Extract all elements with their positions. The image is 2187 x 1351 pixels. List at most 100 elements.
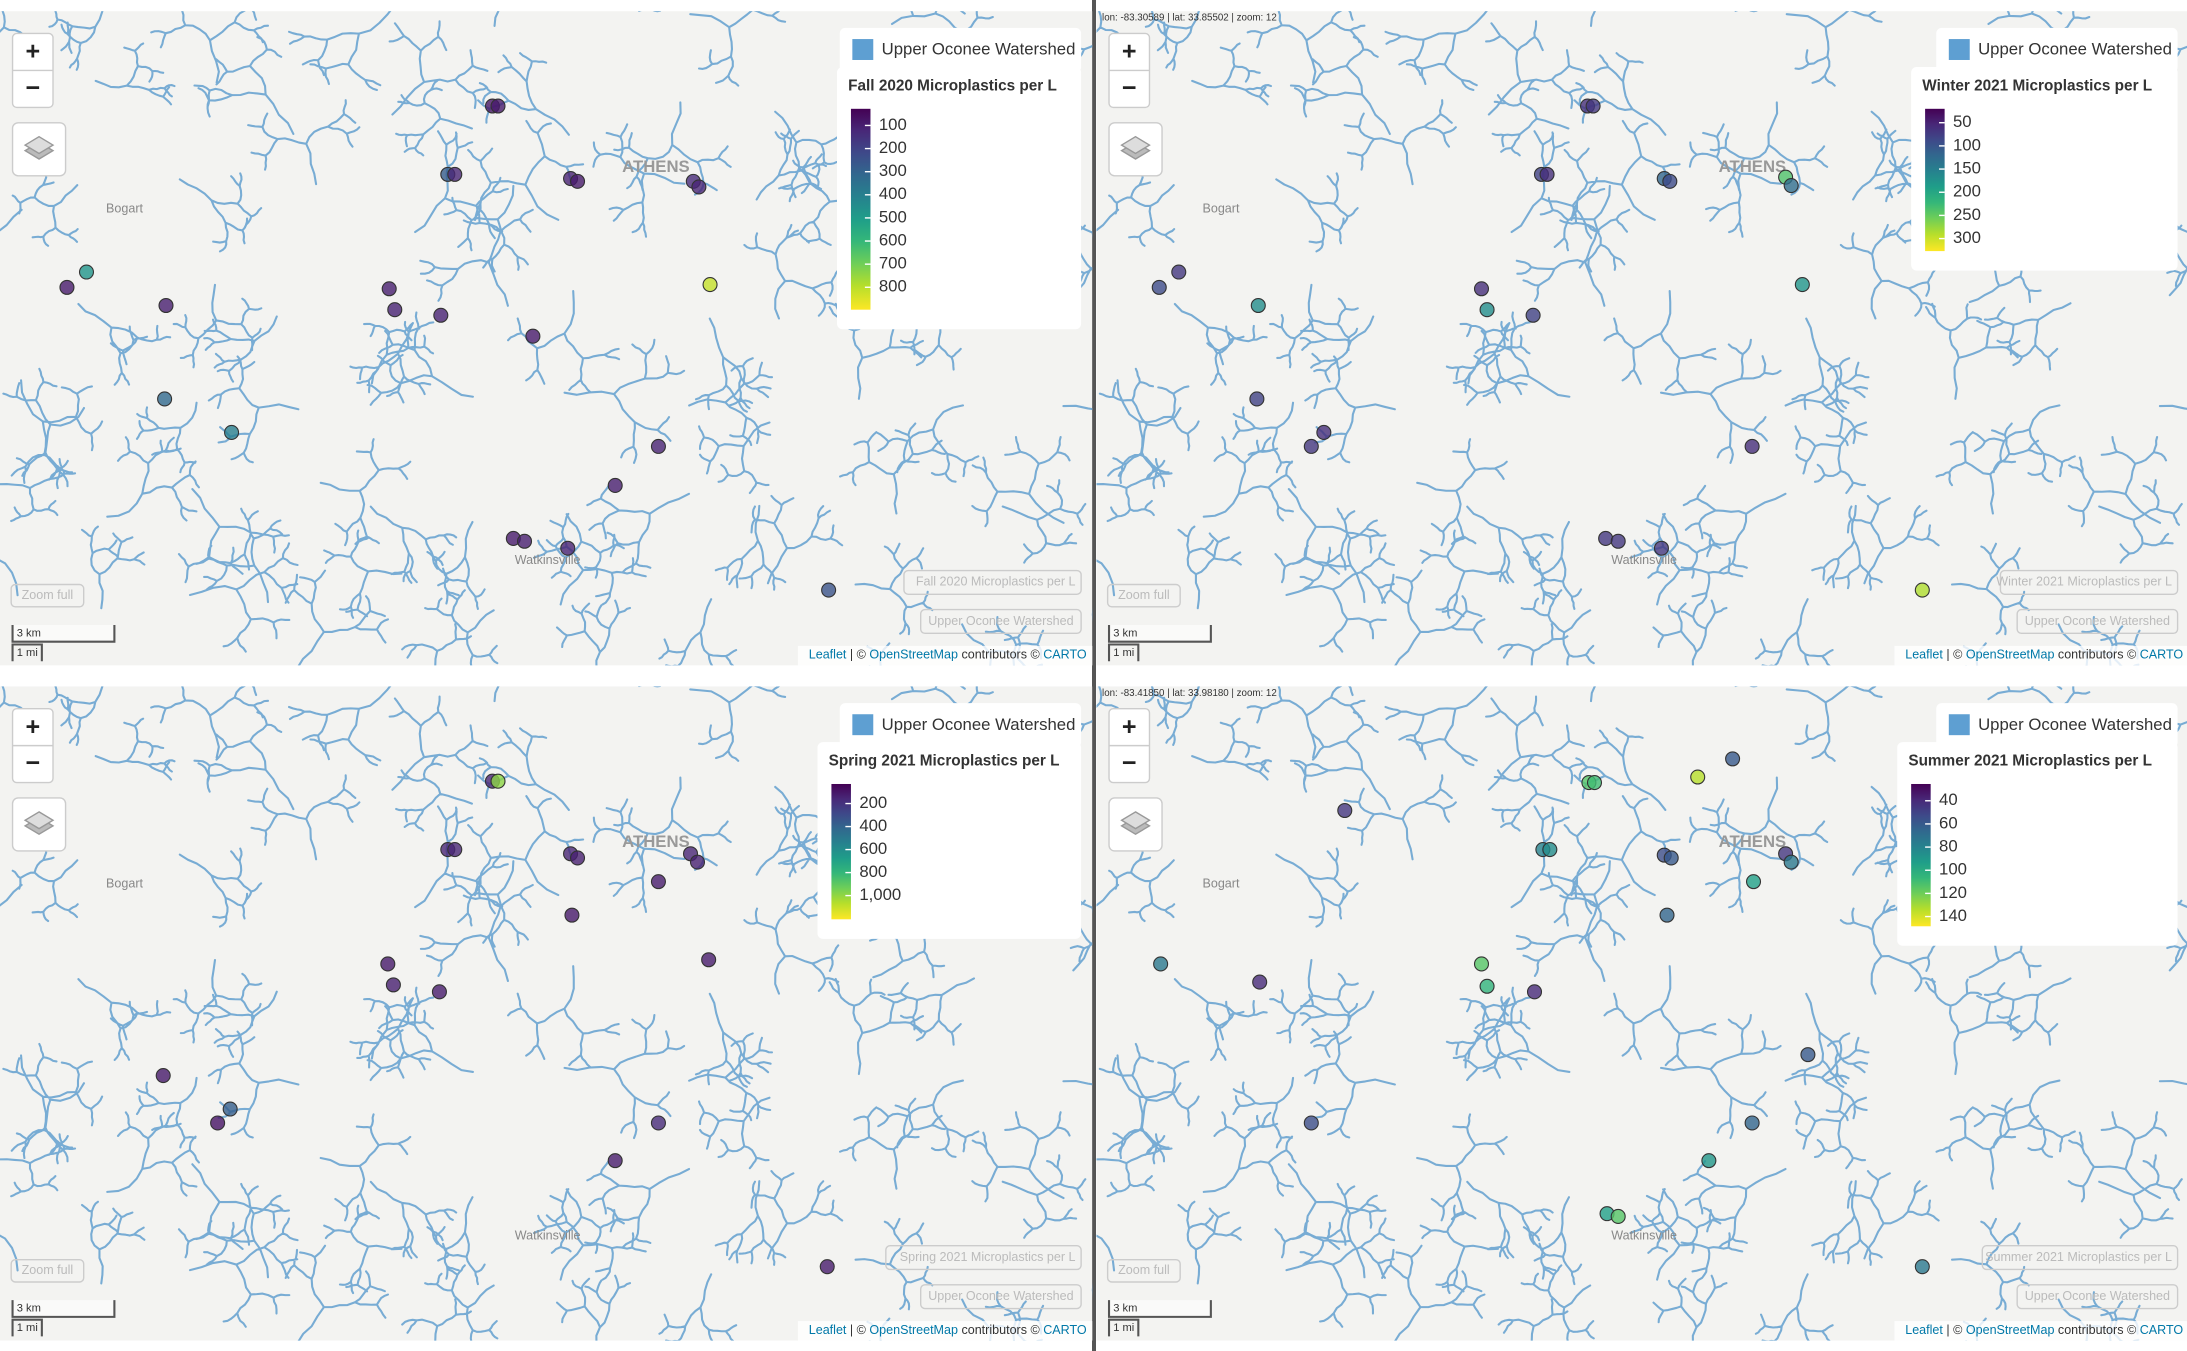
sample-point[interactable] <box>1662 173 1678 189</box>
attribution-link[interactable]: Leaflet <box>1905 1323 1943 1337</box>
sample-point[interactable] <box>158 297 174 314</box>
zoom-full-button[interactable] <box>1106 583 1181 608</box>
sample-point[interactable] <box>1701 1153 1717 1169</box>
sample-point[interactable] <box>1800 1047 1816 1063</box>
sample-point[interactable] <box>1783 854 1799 870</box>
sample-point[interactable] <box>1914 1259 1930 1275</box>
sample-point[interactable] <box>689 854 706 870</box>
sample-point[interactable] <box>1610 533 1626 549</box>
sample-point[interactable] <box>1473 281 1490 297</box>
sample-point[interactable] <box>1745 874 1762 890</box>
sample-point[interactable] <box>1479 302 1495 318</box>
attribution-link[interactable]: CARTO <box>2140 648 2184 662</box>
sample-point[interactable] <box>490 773 506 789</box>
sample-point[interactable] <box>691 179 707 195</box>
sample-point[interactable] <box>525 328 541 344</box>
sample-point[interactable] <box>157 391 173 407</box>
sample-point[interactable] <box>650 438 666 454</box>
zoom-out-button[interactable]: − <box>25 74 40 102</box>
sample-point[interactable] <box>1783 178 1799 194</box>
attribution-link[interactable]: CARTO <box>1043 1323 1087 1337</box>
sample-point[interactable] <box>1303 1115 1319 1131</box>
sample-point[interactable] <box>819 1259 835 1275</box>
sample-point[interactable] <box>1653 540 1669 556</box>
layer-toggle[interactable] <box>2016 608 2179 635</box>
attribution-link[interactable]: OpenStreetMap <box>1966 1323 2055 1337</box>
sample-point[interactable] <box>1153 956 1169 972</box>
attribution-link[interactable]: Leaflet <box>809 1323 847 1337</box>
layer-toggle[interactable] <box>2016 1284 2179 1310</box>
sample-point[interactable] <box>1249 391 1265 407</box>
sample-point[interactable] <box>1303 438 1319 454</box>
layer-toggle[interactable] <box>1981 1245 2179 1271</box>
attribution-link[interactable]: Leaflet <box>809 648 847 662</box>
sample-point[interactable] <box>59 279 75 295</box>
sample-point[interactable] <box>1151 279 1167 295</box>
sample-point[interactable] <box>1316 424 1332 440</box>
layer-toggle[interactable] <box>920 1284 1082 1310</box>
sample-point[interactable] <box>1539 166 1555 182</box>
sample-point[interactable] <box>1479 978 1495 994</box>
zoom-in-button[interactable]: + <box>25 38 40 66</box>
sample-point[interactable] <box>1690 769 1706 785</box>
sample-point[interactable] <box>564 907 580 923</box>
attribution-link[interactable]: CARTO <box>2140 1323 2184 1337</box>
attribution-link[interactable]: OpenStreetMap <box>1966 648 2055 662</box>
zoom-out-button[interactable]: − <box>25 749 40 777</box>
attribution-link[interactable]: Leaflet <box>1905 648 1943 662</box>
sample-point[interactable] <box>560 540 576 556</box>
sample-point[interactable] <box>1525 307 1541 323</box>
sample-point[interactable] <box>1598 530 1614 547</box>
sample-point[interactable] <box>702 277 718 293</box>
sample-point[interactable] <box>1744 438 1760 454</box>
sample-point[interactable] <box>210 1115 226 1131</box>
sample-point[interactable] <box>1473 956 1490 972</box>
sample-point[interactable] <box>381 281 397 297</box>
sample-point[interactable] <box>1725 751 1741 767</box>
sample-point[interactable] <box>1610 1208 1626 1224</box>
sample-point[interactable] <box>1744 1115 1760 1131</box>
sample-point[interactable] <box>821 582 837 598</box>
sample-point[interactable] <box>447 166 463 182</box>
attribution-link[interactable]: OpenStreetMap <box>869 648 958 662</box>
sample-point[interactable] <box>1337 802 1353 819</box>
sample-point[interactable] <box>1914 582 1930 598</box>
zoom-in-button[interactable]: + <box>25 713 40 741</box>
sample-point[interactable] <box>1586 775 1603 791</box>
zoom-out-button[interactable]: − <box>1122 74 1137 102</box>
sample-point[interactable] <box>1542 842 1558 858</box>
sample-point[interactable] <box>1171 264 1187 280</box>
zoom-full-button[interactable] <box>10 583 85 608</box>
sample-point[interactable] <box>224 424 240 440</box>
zoom-out-button[interactable]: − <box>1122 749 1137 777</box>
sample-point[interactable] <box>380 956 396 972</box>
sample-point[interactable] <box>78 264 95 280</box>
sample-point[interactable] <box>1252 974 1268 990</box>
sample-point[interactable] <box>387 302 403 318</box>
sample-point[interactable] <box>1526 984 1543 1000</box>
sample-point[interactable] <box>516 533 533 549</box>
sample-point[interactable] <box>607 1153 623 1169</box>
layer-toggle[interactable] <box>885 1245 1082 1271</box>
sample-point[interactable] <box>607 477 623 493</box>
sample-point[interactable] <box>433 307 449 323</box>
sample-point[interactable] <box>447 842 463 858</box>
sample-point[interactable] <box>650 874 666 890</box>
sample-point[interactable] <box>701 952 717 968</box>
zoom-in-button[interactable]: + <box>1122 38 1137 66</box>
layer-toggle[interactable] <box>903 569 1082 595</box>
sample-point[interactable] <box>650 1115 666 1131</box>
attribution-link[interactable]: CARTO <box>1043 648 1087 662</box>
sample-point[interactable] <box>1794 277 1810 293</box>
sample-point[interactable] <box>385 977 401 993</box>
attribution-link[interactable]: OpenStreetMap <box>869 1323 958 1337</box>
sample-point[interactable] <box>1250 297 1266 314</box>
sample-point[interactable] <box>222 1101 238 1117</box>
sample-point[interactable] <box>155 1068 171 1084</box>
sample-point[interactable] <box>490 98 506 114</box>
sample-point[interactable] <box>431 984 447 1000</box>
sample-point[interactable] <box>1659 907 1675 923</box>
layer-toggle[interactable] <box>1999 569 2179 595</box>
zoom-full-button[interactable] <box>10 1258 85 1283</box>
sample-point[interactable] <box>569 850 586 866</box>
